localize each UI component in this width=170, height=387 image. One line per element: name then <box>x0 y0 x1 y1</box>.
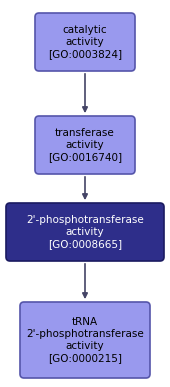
FancyBboxPatch shape <box>20 302 150 378</box>
Text: tRNA
2'-phosphotransferase
activity
[GO:0000215]: tRNA 2'-phosphotransferase activity [GO:… <box>26 317 144 363</box>
FancyBboxPatch shape <box>35 116 135 174</box>
Text: 2'-phosphotransferase
activity
[GO:0008665]: 2'-phosphotransferase activity [GO:00086… <box>26 215 144 249</box>
FancyBboxPatch shape <box>35 13 135 71</box>
FancyBboxPatch shape <box>6 203 164 261</box>
Text: catalytic
activity
[GO:0003824]: catalytic activity [GO:0003824] <box>48 25 122 59</box>
Text: transferase
activity
[GO:0016740]: transferase activity [GO:0016740] <box>48 128 122 162</box>
